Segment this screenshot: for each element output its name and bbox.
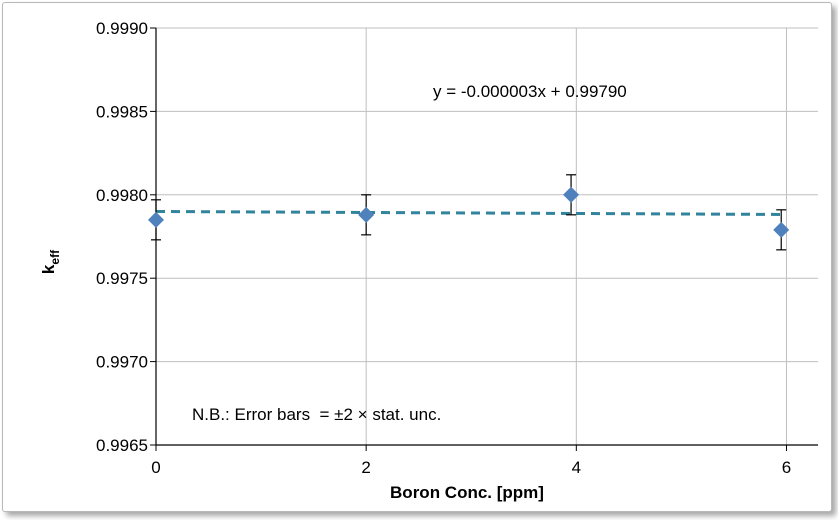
y-tick-label: 0.9965 (96, 436, 148, 455)
x-tick-label: 4 (572, 458, 581, 477)
data-point (563, 174, 580, 216)
data-point (773, 209, 790, 251)
x-tick-label: 0 (151, 458, 160, 477)
y-axis-title-subscript: eff (48, 249, 62, 265)
x-tick-label: 2 (361, 458, 370, 477)
trendline (155, 209, 782, 216)
data-series (148, 174, 790, 251)
x-tick-label: 6 (782, 458, 791, 477)
y-tick-label: 0.9985 (96, 102, 148, 121)
x-tick-labels: 0 2 4 6 (151, 458, 791, 477)
svg-text:keff: keff (39, 249, 62, 274)
y-tick-label: 0.9990 (96, 19, 148, 38)
y-axis-title-main: k (39, 264, 58, 274)
diamond-marker (773, 221, 790, 238)
y-axis-title: keff (39, 249, 62, 274)
data-point (358, 194, 375, 236)
diamond-marker (148, 211, 164, 228)
error-bar-note: N.B.: Error bars = ±2 × stat. unc. (192, 405, 441, 424)
y-tick-labels: 0.9965 0.9970 0.9975 0.9980 0.9985 0.9990 (96, 19, 148, 455)
x-axis-title: Boron Conc. [ppm] (390, 483, 544, 502)
y-tick-label: 0.9970 (96, 353, 148, 372)
chart-frame (2, 2, 832, 512)
diamond-marker (358, 206, 375, 223)
diamond-marker (563, 186, 580, 203)
y-tick-label: 0.9980 (96, 186, 148, 205)
trendline-equation: y = -0.000003x + 0.99790 (433, 82, 627, 101)
data-point (148, 199, 164, 241)
y-tick-label: 0.9975 (96, 269, 148, 288)
